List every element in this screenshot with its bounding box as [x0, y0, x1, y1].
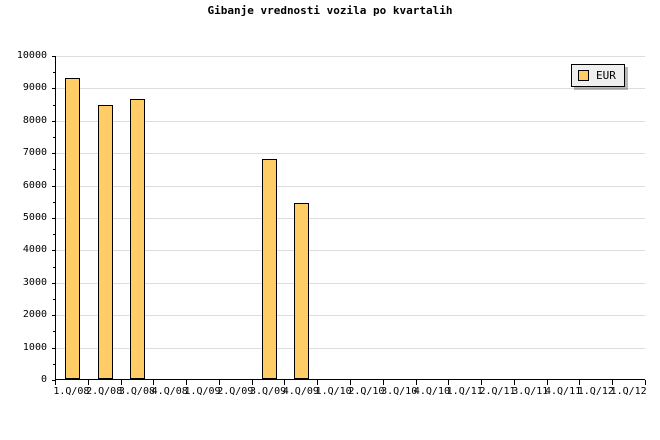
- y-axis-minor-tick: [53, 169, 56, 171]
- bar: [294, 203, 310, 379]
- legend-swatch-eur: [578, 70, 589, 81]
- x-axis-tick-label: 2.Q/11: [479, 386, 516, 397]
- y-axis-tick: [52, 218, 56, 219]
- y-axis-tick: [52, 347, 56, 349]
- x-axis-tick: [88, 380, 89, 385]
- y-axis-tick: [52, 56, 56, 57]
- y-axis-tick-label: 2000: [22, 309, 47, 321]
- x-axis-tick: [612, 380, 613, 385]
- bars-layer: [56, 56, 645, 379]
- y-axis-tick-label: 6000: [22, 179, 47, 191]
- y-axis-minor-tick: [53, 266, 56, 268]
- y-axis-tick: [52, 250, 56, 252]
- y-axis-tick-label: 7000: [22, 147, 47, 159]
- gridline: [56, 282, 645, 284]
- y-axis-tick-label: 3000: [22, 276, 47, 288]
- x-axis-tick-label: 3.Q/09: [249, 386, 287, 397]
- y-axis-minor-tick: [53, 363, 56, 365]
- x-axis-tick: [383, 380, 384, 385]
- gridline: [56, 153, 645, 155]
- y-axis-minor-tick: [53, 299, 56, 300]
- gridline: [56, 250, 645, 252]
- gridline: [56, 315, 645, 317]
- y-axis-tick: [52, 153, 56, 155]
- x-axis-tick-label: 1.Q/10: [315, 386, 352, 397]
- x-axis-tick: [252, 380, 253, 385]
- y-axis-tick-label: 8000: [22, 114, 47, 126]
- plot-area: 0 1000 2000 3000 4000 5000 6000 7000 8000 9000 100…: [17, 50, 645, 385]
- y-axis-tick-label: 1000: [22, 341, 47, 353]
- y-axis-tick-label: 5000: [22, 212, 47, 223]
- gridline: [56, 185, 645, 187]
- y-axis-tick-label: 10000: [16, 50, 47, 61]
- y-axis-tick: [52, 282, 56, 284]
- x-axis-tick: [645, 380, 646, 385]
- gridline: [56, 218, 645, 219]
- y-axis-minor-tick: [53, 234, 56, 236]
- x-axis-tick-label: 1.Q/12: [610, 386, 647, 397]
- y-axis-tick: [52, 380, 56, 381]
- y-axis-minor-tick: [53, 137, 56, 138]
- x-axis-tick-label: 1.Q/08: [53, 386, 90, 397]
- x-axis-tick: [448, 380, 449, 385]
- x-axis-tick-label: 1.Q/09: [184, 386, 221, 397]
- x-axis-tick: [219, 380, 220, 385]
- y-axis-minor-tick: [53, 104, 56, 106]
- x-axis-tick-label: 3.Q/10: [381, 386, 418, 397]
- x-axis-tick: [481, 380, 482, 385]
- x-axis-tick-label: 2.Q/10: [348, 386, 385, 397]
- chart-title: Gibanje vrednosti vozila po kvartalih: [207, 4, 453, 17]
- x-axis-ticks: [55, 380, 646, 386]
- x-axis-tick: [416, 380, 417, 385]
- bar: [64, 78, 80, 379]
- gridline: [56, 88, 645, 90]
- x-axis-tick-label: 4.Q/08: [151, 386, 188, 397]
- y-axis-tick: [52, 88, 56, 90]
- x-axis-tick-label: 4.Q/11: [544, 386, 582, 397]
- x-axis-tick: [186, 380, 187, 385]
- x-axis-tick: [514, 380, 515, 385]
- y-axis-tick: [52, 185, 56, 187]
- x-axis-tick-label: 1.Q/11: [446, 386, 483, 397]
- x-axis-tick-label: 3.Q/08: [118, 386, 155, 397]
- x-axis-tick-label: 1.Q/12: [577, 386, 614, 397]
- x-axis-tick: [350, 380, 351, 385]
- x-axis-tick: [55, 380, 56, 385]
- y-axis-minor-tick: [53, 331, 56, 333]
- y-axis-tick: [52, 120, 56, 122]
- x-axis-tick: [317, 380, 318, 385]
- y-axis-tick: [52, 315, 56, 317]
- y-axis-tick-label: 4000: [22, 244, 47, 256]
- x-axis-tick-label: 4.Q/10: [413, 386, 450, 397]
- x-axis-labels: 1.Q/08 2.Q/08 3.Q/08 4.Q/08 1.Q/09 2.Q/09 3.Q/…: [0, 386, 660, 402]
- chart-legend: EUR: [571, 64, 625, 87]
- x-axis-tick: [547, 380, 548, 385]
- gridline: [56, 347, 645, 349]
- bar: [130, 98, 146, 379]
- y-axis-minor-tick: [53, 72, 56, 74]
- x-axis-tick-label: 4.Q/09: [282, 386, 319, 397]
- x-axis-tick: [579, 380, 580, 385]
- x-axis-tick: [121, 380, 122, 385]
- x-axis-tick-label: 2.Q/08: [86, 386, 123, 397]
- bar: [97, 104, 113, 379]
- y-axis-minor-tick: [53, 201, 56, 203]
- x-axis-tick: [284, 380, 285, 385]
- legend-label-eur: EUR: [596, 69, 616, 82]
- y-axis-tick-label: 0: [40, 374, 47, 385]
- x-axis-tick-label: 2.Q/09: [217, 386, 254, 397]
- x-axis-tick-label: 3.Q/11: [512, 386, 549, 397]
- y-axis-tick-label: 9000: [22, 82, 47, 94]
- bar: [261, 159, 277, 379]
- gridline: [56, 120, 645, 122]
- x-axis-tick: [153, 380, 154, 385]
- gridline: [56, 56, 645, 57]
